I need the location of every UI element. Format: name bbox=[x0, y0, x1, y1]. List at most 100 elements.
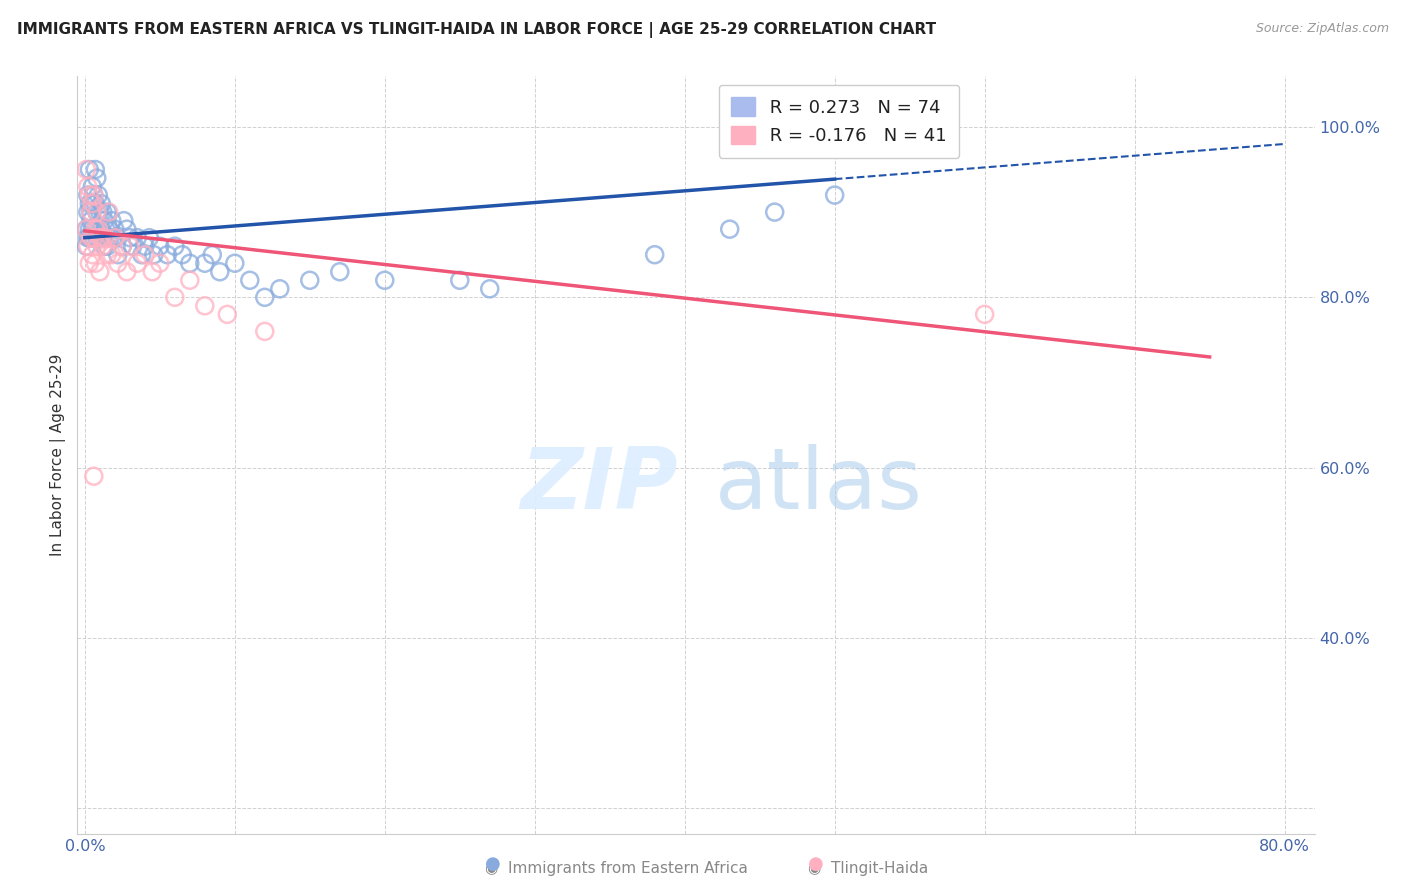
Point bbox=[156, 248, 179, 262]
Point bbox=[115, 222, 138, 236]
Point bbox=[84, 162, 107, 177]
Point bbox=[84, 256, 107, 270]
Point bbox=[82, 179, 104, 194]
Point bbox=[121, 239, 143, 253]
Point bbox=[374, 273, 396, 287]
Point bbox=[86, 205, 108, 219]
Point bbox=[118, 239, 141, 253]
Point bbox=[93, 213, 115, 227]
Point bbox=[76, 239, 98, 253]
Point bbox=[163, 239, 186, 253]
Point bbox=[91, 230, 114, 244]
Point bbox=[101, 248, 124, 262]
Point bbox=[973, 307, 995, 321]
Point bbox=[96, 248, 118, 262]
Point bbox=[201, 248, 224, 262]
Point bbox=[86, 171, 108, 186]
Point bbox=[644, 248, 666, 262]
Point bbox=[84, 222, 107, 236]
Y-axis label: In Labor Force | Age 25-29: In Labor Force | Age 25-29 bbox=[51, 354, 66, 556]
Point bbox=[111, 239, 134, 253]
Point bbox=[163, 290, 186, 304]
Point bbox=[86, 205, 108, 219]
Point bbox=[75, 162, 97, 177]
Point bbox=[87, 222, 110, 236]
Point bbox=[253, 325, 276, 339]
Point bbox=[101, 213, 124, 227]
Text: ◉  Tlingit-Haida: ◉ Tlingit-Haida bbox=[808, 861, 929, 876]
Point bbox=[76, 205, 98, 219]
Point bbox=[224, 256, 246, 270]
Point bbox=[97, 222, 120, 236]
Point bbox=[149, 256, 172, 270]
Point bbox=[86, 230, 108, 244]
Point bbox=[111, 239, 134, 253]
Point bbox=[449, 273, 471, 287]
Point bbox=[298, 273, 321, 287]
Point bbox=[80, 205, 103, 219]
Point bbox=[91, 205, 114, 219]
Point bbox=[79, 230, 101, 244]
Point bbox=[104, 230, 127, 244]
Point bbox=[90, 230, 112, 244]
Point bbox=[824, 188, 846, 202]
Point bbox=[96, 205, 118, 219]
Point bbox=[134, 248, 156, 262]
Point bbox=[127, 256, 149, 270]
Point bbox=[80, 230, 103, 244]
Point bbox=[83, 230, 105, 244]
Point bbox=[107, 256, 129, 270]
Point bbox=[763, 205, 786, 219]
Point bbox=[98, 230, 121, 244]
Point bbox=[104, 222, 127, 236]
Point bbox=[329, 265, 352, 279]
Point bbox=[79, 162, 101, 177]
Point bbox=[83, 469, 105, 483]
Point bbox=[75, 222, 97, 236]
Point bbox=[105, 230, 128, 244]
Point bbox=[115, 265, 138, 279]
Point bbox=[79, 188, 101, 202]
Point bbox=[79, 256, 101, 270]
Point bbox=[83, 188, 105, 202]
Point bbox=[76, 188, 98, 202]
Point bbox=[253, 290, 276, 304]
Point bbox=[208, 265, 231, 279]
Point bbox=[89, 265, 111, 279]
Point bbox=[82, 196, 104, 211]
Point bbox=[82, 248, 104, 262]
Point bbox=[179, 256, 201, 270]
Point bbox=[89, 230, 111, 244]
Point bbox=[89, 230, 111, 244]
Point bbox=[103, 230, 125, 244]
Point bbox=[112, 213, 135, 227]
Point bbox=[142, 248, 165, 262]
Point bbox=[80, 230, 103, 244]
Legend:  R = 0.273   N = 74,  R = -0.176   N = 41: R = 0.273 N = 74, R = -0.176 N = 41 bbox=[718, 85, 959, 158]
Text: ◉  Immigrants from Eastern Africa: ◉ Immigrants from Eastern Africa bbox=[485, 861, 748, 876]
Point bbox=[718, 222, 741, 236]
Point bbox=[134, 239, 156, 253]
Point bbox=[118, 230, 141, 244]
Text: atlas: atlas bbox=[714, 443, 922, 527]
Point bbox=[91, 239, 114, 253]
Point bbox=[76, 179, 98, 194]
Point bbox=[217, 307, 239, 321]
Point bbox=[84, 196, 107, 211]
Point bbox=[239, 273, 262, 287]
Point bbox=[107, 248, 129, 262]
Point bbox=[79, 196, 101, 211]
Point bbox=[172, 248, 194, 262]
Point bbox=[90, 196, 112, 211]
Point bbox=[96, 239, 118, 253]
Point bbox=[149, 239, 172, 253]
Point bbox=[83, 188, 105, 202]
Point bbox=[87, 222, 110, 236]
Point bbox=[194, 299, 217, 313]
Point bbox=[179, 273, 201, 287]
Point bbox=[93, 230, 115, 244]
Point bbox=[127, 230, 149, 244]
Point bbox=[141, 265, 163, 279]
Point bbox=[82, 222, 104, 236]
Point bbox=[86, 239, 108, 253]
